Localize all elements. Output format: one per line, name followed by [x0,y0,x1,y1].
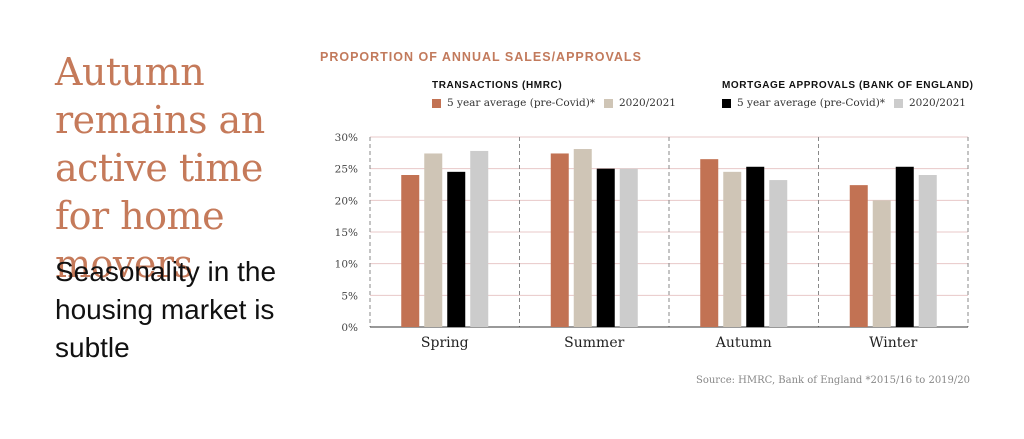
x-category-label: Spring [421,335,469,351]
legend-label: 2020/2021 [909,97,966,109]
legend-label: 5 year average (pre-Covid)* [737,97,886,109]
legend-label: 2020/2021 [619,97,676,109]
bar [619,168,638,327]
y-tick-label: 5% [341,290,358,302]
y-tick-label: 0% [341,322,358,334]
legend-swatch [894,98,903,108]
x-category-label: Autumn [715,335,772,351]
y-tick-label: 20% [335,195,358,207]
bar [849,185,868,327]
y-tick-label: 10% [335,259,358,271]
y-tick-label: 25% [335,164,358,176]
x-category-label: Summer [564,335,624,351]
legend-mortgage-avg: 5 year average (pre-Covid)* [722,97,885,109]
legend-mortgage-2020: 2020/2021 [894,97,966,109]
bar [573,149,592,327]
group-title-mortgage: MORTGAGE APPROVALS (BANK OF ENGLAND) [722,80,974,91]
bar [723,171,742,327]
legend-swatch [604,98,613,108]
legend-swatch [432,98,441,108]
legend-swatch [722,98,731,108]
legend-label: 5 year average (pre-Covid)* [447,97,596,109]
bar [700,159,719,327]
x-category-label: Winter [869,335,918,351]
bar [470,150,489,327]
legend-transactions-2020: 2020/2021 [604,97,676,109]
source-note: Source: HMRC, Bank of England *2015/16 t… [696,375,970,386]
bar [447,171,466,327]
bar [424,153,443,327]
group-title-transactions: TRANSACTIONS (HMRC) [432,80,563,91]
legend-transactions-avg: 5 year average (pre-Covid)* [432,97,595,109]
bar [769,180,788,327]
bar [550,153,569,327]
bar [746,166,765,327]
y-tick-label: 30% [335,132,358,144]
y-tick-label: 15% [335,227,358,239]
bar [401,175,420,327]
bar [895,166,914,327]
headline: Autumn remains an active time for home m… [55,50,265,286]
bar [918,175,937,327]
subheadline: Seasonality in the housing market is sub… [55,256,277,363]
bar [872,200,891,327]
chart-title: PROPORTION OF ANNUAL SALES/APPROVALS [320,50,642,64]
bar [596,168,615,327]
